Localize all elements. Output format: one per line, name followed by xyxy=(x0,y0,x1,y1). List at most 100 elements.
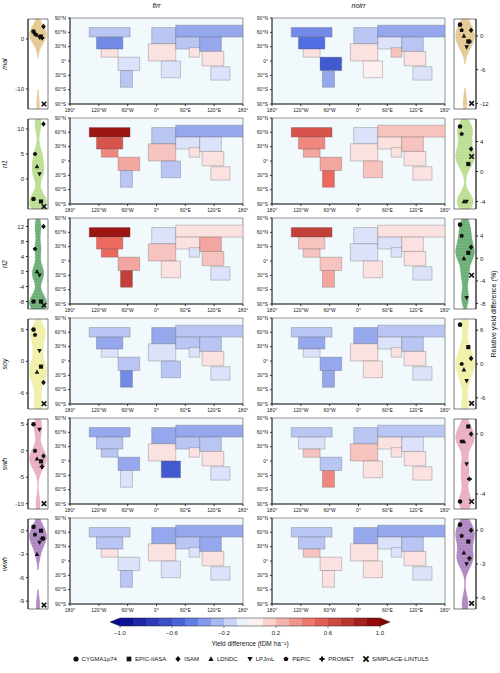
svg-text:30°S: 30°S xyxy=(55,372,67,378)
svg-text:-6: -6 xyxy=(480,595,486,601)
svg-text:0: 0 xyxy=(21,36,25,42)
svg-text:90°S: 90°S xyxy=(55,101,67,107)
svg-text:30°S: 30°S xyxy=(55,172,67,178)
svg-text:120°W: 120°W xyxy=(91,207,106,213)
svg-text:120°E: 120°E xyxy=(207,507,221,513)
svg-text:0: 0 xyxy=(480,527,484,533)
svg-text:180°: 180° xyxy=(267,107,277,113)
svg-text:60°W: 60°W xyxy=(324,607,337,613)
svg-text:120°E: 120°E xyxy=(409,307,423,313)
svg-text:Relative yield difference (%): Relative yield difference (%) xyxy=(490,270,498,357)
svg-text:90°N: 90°N xyxy=(257,15,269,21)
svg-text:60°E: 60°E xyxy=(180,507,192,513)
svg-text:60°S: 60°S xyxy=(257,86,269,92)
svg-text:60°W: 60°W xyxy=(122,207,135,213)
svg-text:60°E: 60°E xyxy=(180,607,192,613)
svg-text:180°: 180° xyxy=(238,207,248,213)
svg-text:0°: 0° xyxy=(356,407,361,413)
svg-text:180°: 180° xyxy=(440,507,450,513)
svg-text:60°E: 60°E xyxy=(382,407,394,413)
svg-text:180°: 180° xyxy=(65,507,75,513)
svg-text:-4: -4 xyxy=(480,278,486,284)
svg-text:soy: soy xyxy=(1,358,9,369)
svg-text:30°N: 30°N xyxy=(55,243,67,249)
svg-text:-6: -6 xyxy=(480,67,486,73)
svg-text:90°S: 90°S xyxy=(257,501,269,507)
svg-text:90°S: 90°S xyxy=(55,601,67,607)
svg-text:120°E: 120°E xyxy=(409,207,423,213)
svg-text:30°S: 30°S xyxy=(257,372,269,378)
svg-text:60°S: 60°S xyxy=(257,486,269,492)
svg-text:0°: 0° xyxy=(263,158,268,164)
svg-text:0: 0 xyxy=(21,528,25,534)
svg-text:60°E: 60°E xyxy=(382,107,394,113)
svg-text:-4: -4 xyxy=(480,491,486,497)
svg-text:90°N: 90°N xyxy=(55,115,67,121)
svg-text:90°N: 90°N xyxy=(257,515,269,521)
svg-text:-3: -3 xyxy=(19,551,25,557)
svg-text:90°S: 90°S xyxy=(55,301,67,307)
svg-text:30°S: 30°S xyxy=(257,272,269,278)
svg-text:30°N: 30°N xyxy=(55,43,67,49)
svg-text:0°: 0° xyxy=(154,607,159,613)
svg-text:4: 4 xyxy=(21,254,25,260)
svg-text:120°W: 120°W xyxy=(293,607,308,613)
svg-text:30°S: 30°S xyxy=(55,72,67,78)
svg-text:180°: 180° xyxy=(238,107,248,113)
svg-text:180°: 180° xyxy=(440,207,450,213)
svg-text:90°S: 90°S xyxy=(257,201,269,207)
svg-text:180°: 180° xyxy=(267,507,277,513)
svg-text:60°W: 60°W xyxy=(324,107,337,113)
svg-text:0.2: 0.2 xyxy=(272,630,281,636)
svg-text:0: 0 xyxy=(480,169,484,175)
svg-text:0°: 0° xyxy=(154,307,159,313)
svg-text:180°: 180° xyxy=(65,107,75,113)
svg-text:0: 0 xyxy=(480,361,484,367)
svg-text:180°: 180° xyxy=(440,307,450,313)
svg-text:0°: 0° xyxy=(263,258,268,264)
svg-text:30°N: 30°N xyxy=(257,43,269,49)
svg-text:ri1: ri1 xyxy=(1,160,8,168)
svg-text:0: 0 xyxy=(21,448,25,454)
svg-text:Yield difference (tDM ha⁻¹): Yield difference (tDM ha⁻¹) xyxy=(211,640,288,648)
svg-text:60°W: 60°W xyxy=(122,107,135,113)
svg-text:60°N: 60°N xyxy=(55,229,67,235)
svg-text:-4: -4 xyxy=(19,284,25,290)
svg-text:180°: 180° xyxy=(267,407,277,413)
svg-text:120°W: 120°W xyxy=(91,607,106,613)
svg-text:0°: 0° xyxy=(61,458,66,464)
svg-text:180°: 180° xyxy=(65,607,75,613)
svg-text:120°W: 120°W xyxy=(293,307,308,313)
svg-text:120°W: 120°W xyxy=(293,507,308,513)
svg-text:0: 0 xyxy=(480,431,484,437)
svg-text:5: 5 xyxy=(21,151,25,157)
svg-text:60°S: 60°S xyxy=(55,186,67,192)
svg-text:0°: 0° xyxy=(356,307,361,313)
svg-text:-8: -8 xyxy=(19,299,25,305)
svg-text:180°: 180° xyxy=(238,607,248,613)
svg-text:30°S: 30°S xyxy=(257,72,269,78)
svg-text:180°: 180° xyxy=(267,607,277,613)
svg-text:30°S: 30°S xyxy=(257,472,269,478)
svg-text:180°: 180° xyxy=(65,307,75,313)
svg-text:0°: 0° xyxy=(356,607,361,613)
svg-text:60°E: 60°E xyxy=(382,607,394,613)
svg-text:-4: -4 xyxy=(480,199,486,205)
svg-text:60°N: 60°N xyxy=(55,429,67,435)
svg-text:60°S: 60°S xyxy=(257,386,269,392)
svg-text:60°S: 60°S xyxy=(55,386,67,392)
svg-text:90°N: 90°N xyxy=(257,115,269,121)
svg-text:−0.2: −0.2 xyxy=(218,630,231,636)
svg-text:4: 4 xyxy=(480,139,484,145)
svg-text:0: 0 xyxy=(480,256,484,262)
svg-text:0.6: 0.6 xyxy=(324,630,333,636)
svg-text:−1.0: −1.0 xyxy=(114,630,127,636)
svg-text:60°E: 60°E xyxy=(180,207,192,213)
svg-text:60°W: 60°W xyxy=(324,207,337,213)
svg-text:-6: -6 xyxy=(19,390,25,396)
svg-text:120°W: 120°W xyxy=(91,507,106,513)
svg-text:−0.6: −0.6 xyxy=(166,630,179,636)
svg-text:0°: 0° xyxy=(61,58,66,64)
svg-text:180°: 180° xyxy=(238,307,248,313)
svg-text:60°W: 60°W xyxy=(122,607,135,613)
